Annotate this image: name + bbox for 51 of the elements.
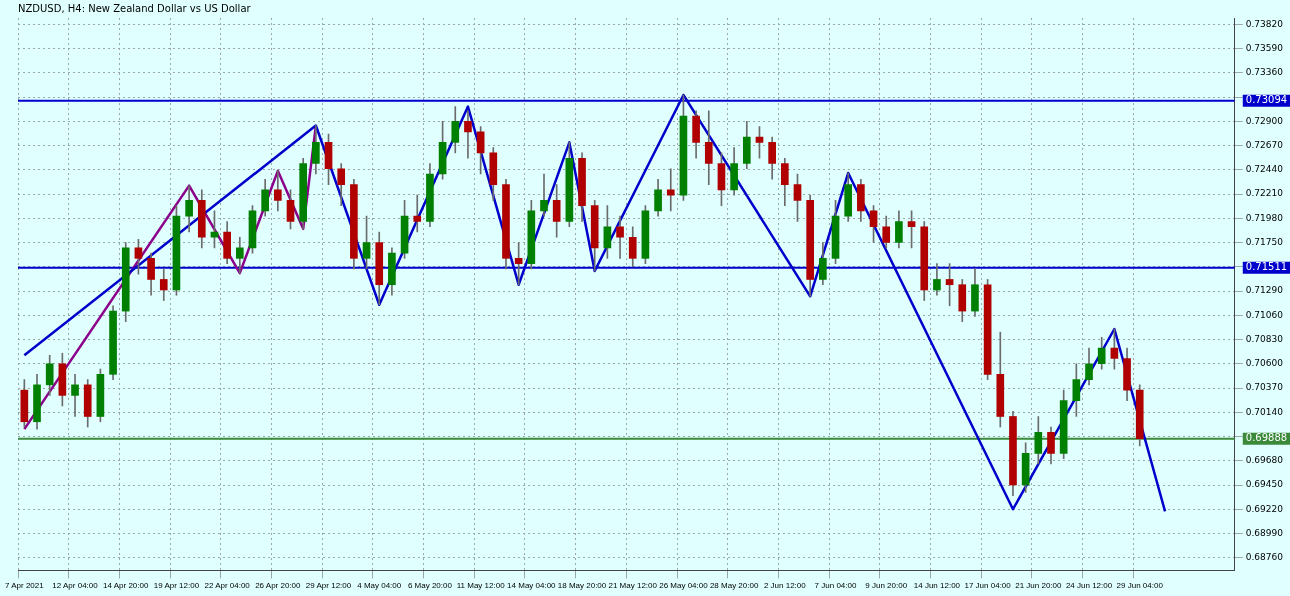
- y-tick-label: 0.72670: [1245, 139, 1284, 150]
- x-tick-label: 28 May 20:00: [709, 581, 759, 591]
- y-tick-label: 0.69450: [1245, 479, 1284, 490]
- y-tick-label: 0.69680: [1245, 455, 1284, 466]
- x-tick-label: 7 Apr 2021: [4, 581, 45, 591]
- x-tick-label: 11 May 12:00: [456, 581, 506, 591]
- x-tick-label: 29 Jun 04:00: [1116, 581, 1164, 591]
- y-tick-label: 0.71750: [1245, 236, 1284, 247]
- y-tick-label: 0.68760: [1245, 552, 1284, 563]
- x-tick-label: 12 Apr 04:00: [52, 581, 99, 591]
- y-tick-label: 0.73590: [1245, 42, 1284, 53]
- y-tick-label: 0.70830: [1245, 333, 1284, 344]
- y-tick-label: 0.73360: [1245, 67, 1284, 78]
- y-tick-label: 0.69220: [1245, 503, 1284, 514]
- y-tick-label: 0.70140: [1245, 406, 1284, 417]
- y-tick-label: 0.71290: [1245, 285, 1284, 296]
- x-tick-label: 14 Jun 12:00: [913, 581, 961, 591]
- x-tick-label: 9 Jun 20:00: [865, 581, 908, 591]
- candlestick: [464, 110, 472, 159]
- x-tick-label: 26 May 04:00: [659, 581, 709, 591]
- ref-line-label: 0.69888: [1245, 432, 1288, 444]
- x-tick-label: 2 Jun 12:00: [763, 581, 807, 591]
- x-tick-label: 17 Jun 04:00: [964, 581, 1012, 591]
- y-tick-label: 0.73820: [1245, 18, 1284, 29]
- x-tick-label: 14 May 04:00: [507, 581, 557, 591]
- y-tick-label: 0.70600: [1245, 358, 1284, 369]
- y-tick-label: 0.70370: [1245, 382, 1284, 393]
- ref-line-label: 0.71511: [1245, 261, 1288, 273]
- chart-title: NZDUSD, H4: New Zealand Dollar vs US Dollar: [18, 2, 252, 14]
- y-tick-label: 0.72210: [1245, 188, 1284, 199]
- x-tick-label: 26 Apr 20:00: [255, 581, 302, 591]
- candlestick: [413, 194, 422, 233]
- y-tick-label: 0.71980: [1245, 212, 1284, 223]
- x-tick-label: 14 Apr 20:00: [103, 581, 149, 591]
- candlestick: [71, 373, 79, 417]
- y-tick-label: 0.68990: [1245, 527, 1284, 538]
- x-tick-label: 7 Jun 04:00: [814, 581, 857, 591]
- x-tick-label: 24 Jun 12:00: [1065, 581, 1113, 591]
- ref-line-label: 0.73094: [1245, 94, 1288, 106]
- y-tick-label: 0.71060: [1245, 309, 1284, 320]
- x-tick-label: 29 Apr 12:00: [305, 581, 352, 591]
- x-tick-label: 22 Apr 04:00: [204, 581, 251, 591]
- x-tick-label: 21 Jun 20:00: [1015, 581, 1062, 591]
- x-tick-label: 18 May 20:00: [557, 581, 607, 591]
- x-tick-label: 21 May 12:00: [608, 581, 658, 591]
- x-tick-label: 6 May 20:00: [407, 581, 453, 591]
- y-tick-label: 0.72440: [1245, 164, 1284, 175]
- candlestick: [540, 173, 548, 217]
- x-tick-label: 19 Apr 12:00: [153, 581, 200, 591]
- y-tick-label: 0.72900: [1245, 115, 1284, 126]
- x-tick-label: 4 May 04:00: [357, 581, 402, 591]
